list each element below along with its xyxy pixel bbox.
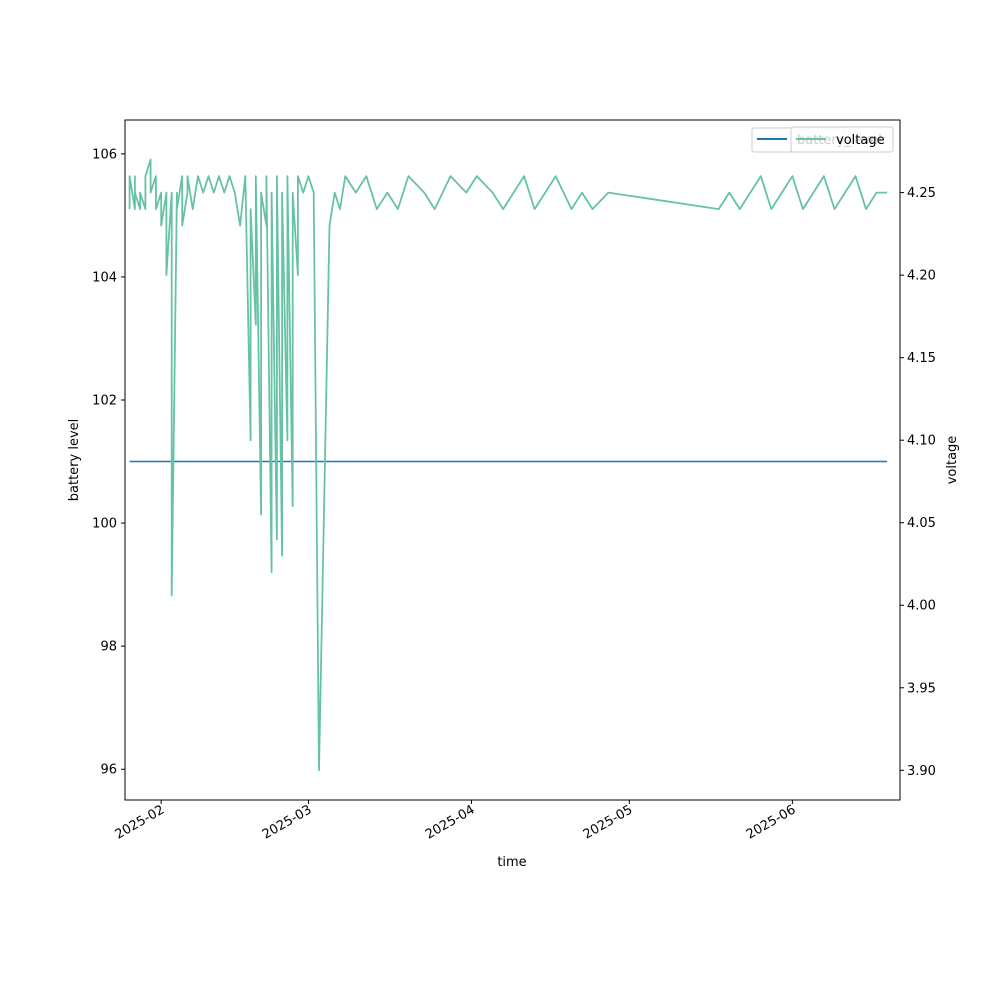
- y-right-tick-label: 4.10: [907, 434, 936, 449]
- x-tick-label: 2025-04: [423, 802, 478, 842]
- axes-layer: 2025-02 2025-03 2025-04 2025-05 2025-06 96 98 1…: [92, 147, 936, 842]
- series-line-voltage: [128, 158, 888, 772]
- x-tick-label: 2025-02: [113, 802, 168, 842]
- y-right-tick-label: 4.20: [907, 269, 936, 284]
- plot-frame: [124, 119, 901, 801]
- y-right-tick-label: 3.95: [907, 681, 936, 696]
- legend-right-label: voltage: [836, 133, 885, 148]
- y-left-tick-label: 98: [100, 640, 117, 655]
- y-left-tick-label: 96: [100, 763, 117, 778]
- y-left-tick-label: 102: [92, 394, 117, 409]
- y-right-tick-label: 4.25: [907, 186, 936, 201]
- x-tick-label: 2025-03: [260, 802, 315, 842]
- left-axis-label: battery level: [67, 419, 82, 502]
- y-left-tick-label: 104: [92, 270, 117, 285]
- y-right-tick-label: 4.00: [907, 599, 936, 614]
- right-axis-label: voltage: [945, 436, 960, 485]
- y-right-tick-label: 4.05: [907, 516, 936, 531]
- legend-right-box: [790, 126, 894, 153]
- x-tick-label: 2025-05: [581, 802, 636, 842]
- y-right-tick-label: 4.15: [907, 351, 936, 366]
- y-left-tick-label: 100: [92, 517, 117, 532]
- series-layer: [128, 158, 888, 772]
- legend-right: voltage: [790, 126, 894, 153]
- x-axis-label: time: [497, 855, 526, 870]
- y-right-tick-label: 3.90: [907, 764, 936, 779]
- x-tick-label: 2025-06: [744, 802, 799, 842]
- y-left-tick-label: 106: [92, 147, 117, 162]
